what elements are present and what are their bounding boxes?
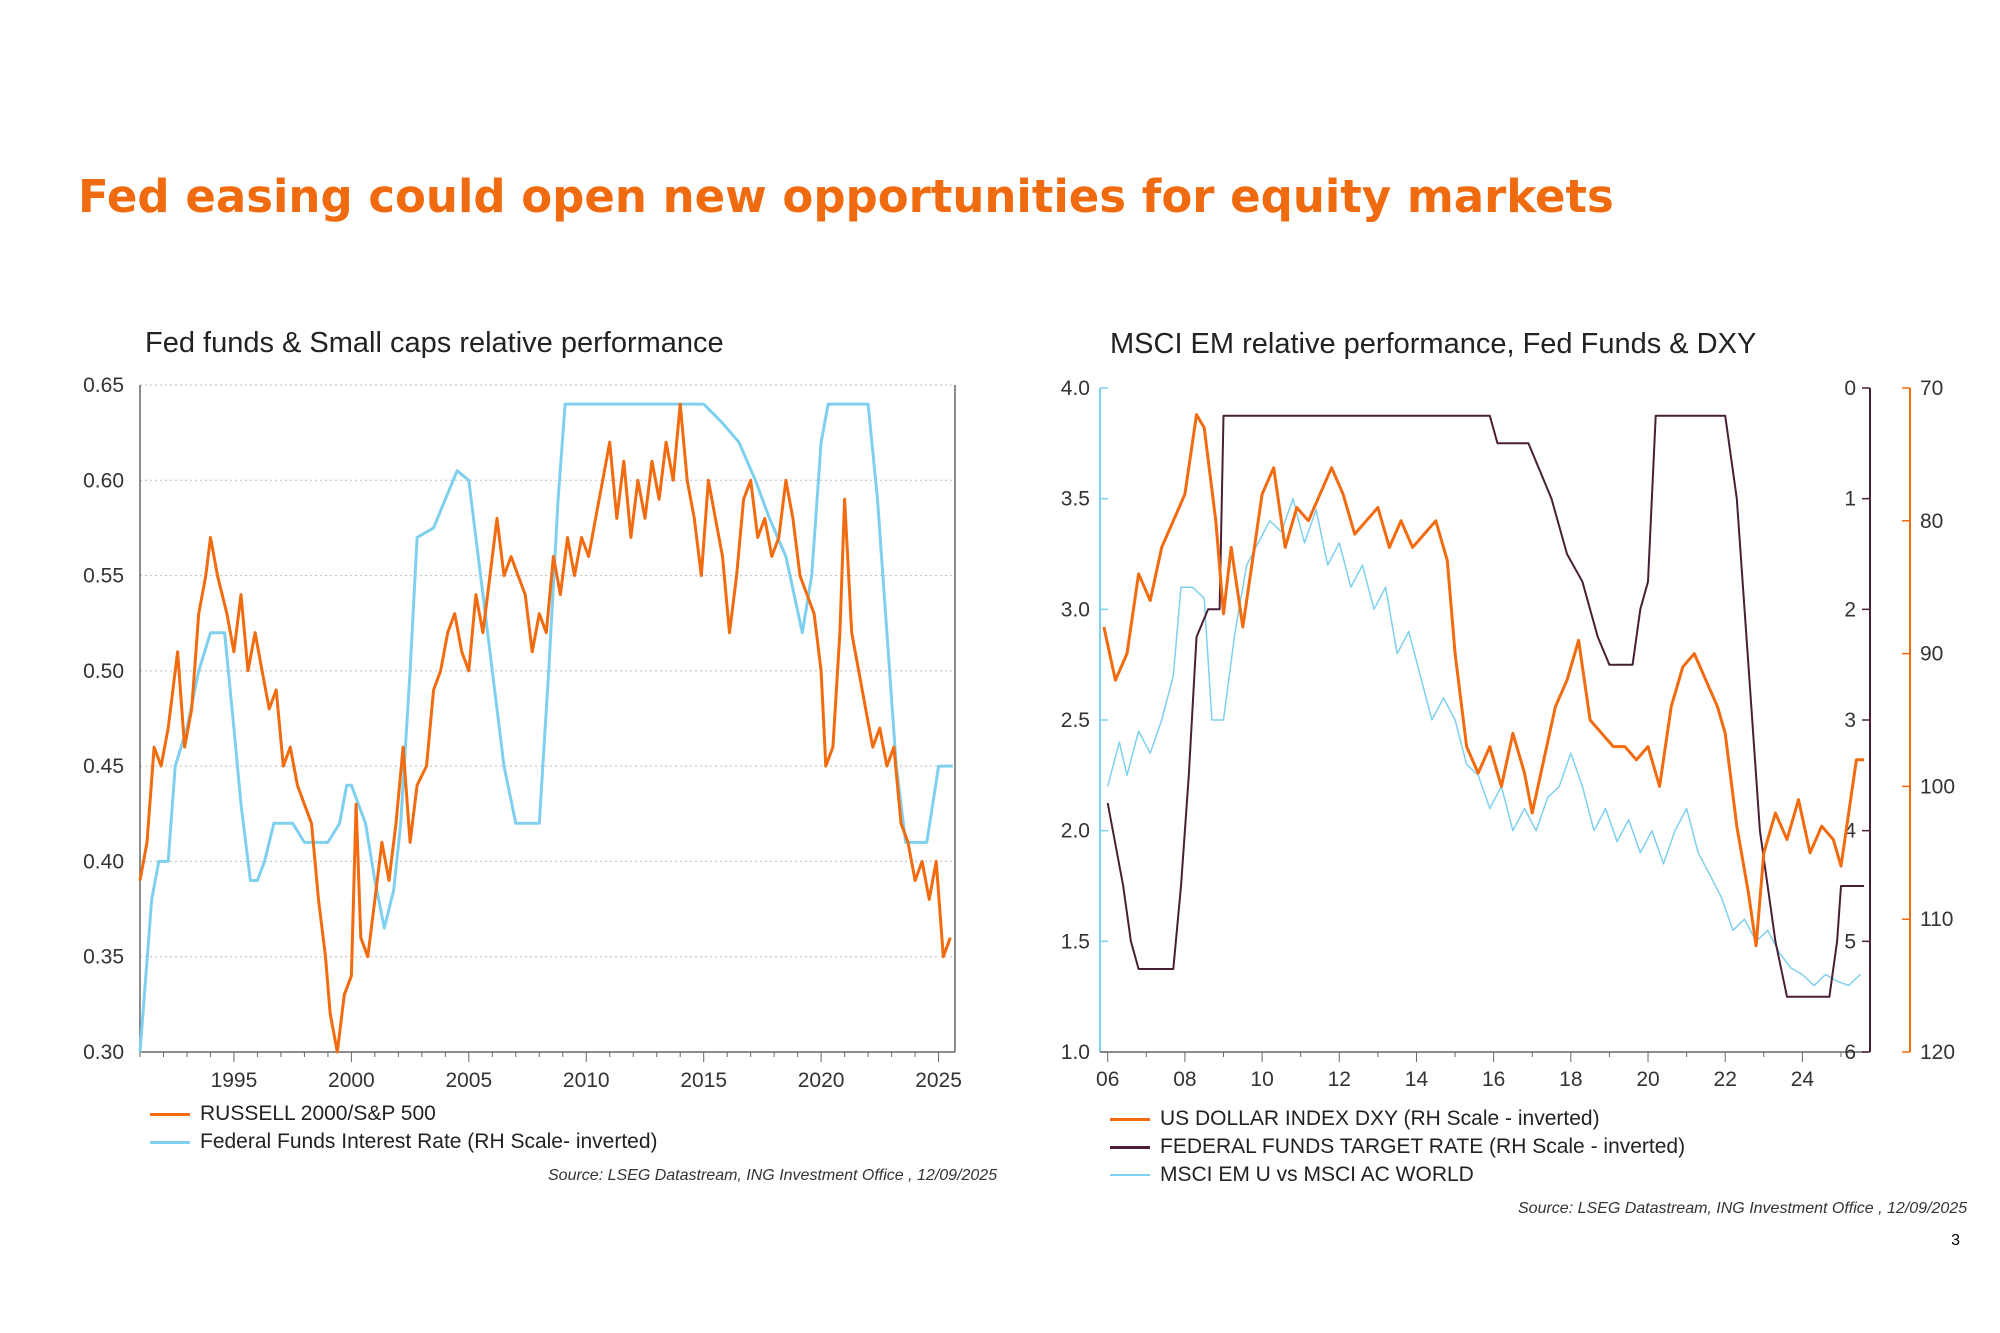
legend-label-fed-target: FEDERAL FUNDS TARGET RATE (RH Scale - in… <box>1160 1135 1686 1158</box>
y-tick-label-right1-chart2-6: 6 <box>1844 1041 1856 1064</box>
y-tick-label-right2-chart2-5: 120 <box>1920 1041 1955 1064</box>
x-tick-label-chart2-3: 12 <box>1328 1068 1351 1091</box>
legend-swatch-fed-target <box>1110 1145 1150 1149</box>
y-tick-label-left-chart2-4: 3.0 <box>1061 598 1090 621</box>
legend-right: US DOLLAR INDEX DXY (RH Scale - inverted… <box>1110 1105 1685 1189</box>
y-tick-label-left-chart2-2: 2.0 <box>1061 820 1090 843</box>
y-tick-label-right2-chart2-0: 70 <box>1920 377 1943 400</box>
legend-swatch-dxy <box>1110 1117 1150 1121</box>
x-tick-label-chart1-5: 2020 <box>798 1069 845 1092</box>
y-tick-label-left-0: 0.30 <box>83 1041 124 1064</box>
y-tick-label-left-chart2-5: 3.5 <box>1061 488 1090 511</box>
y-tick-label-left-chart2-1: 1.5 <box>1061 930 1090 953</box>
source-note-right: Source: LSEG Datastream, ING Investment … <box>1518 1200 1968 1217</box>
x-tick-label-chart1-2: 2005 <box>445 1069 492 1092</box>
y-tick-label-left-3: 0.45 <box>83 755 124 778</box>
y-tick-label-left-4: 0.50 <box>83 660 124 683</box>
legend-label-russell: RUSSELL 2000/S&P 500 <box>200 1102 436 1125</box>
series-line-chart2-1 <box>1106 414 1865 998</box>
chart-title-right: MSCI EM relative performance, Fed Funds … <box>1110 328 1757 360</box>
y-tick-label-right2-chart2-4: 110 <box>1920 908 1953 931</box>
legend-swatch-msci-em <box>1110 1174 1150 1176</box>
legend-left: RUSSELL 2000/S&P 500 Federal Funds Inter… <box>150 1100 658 1156</box>
x-tick-label-chart1-6: 2025 <box>915 1069 962 1092</box>
y-tick-label-right2-chart2-3: 100 <box>1920 775 1955 798</box>
x-tick-label-chart2-0: 06 <box>1096 1068 1119 1091</box>
x-tick-label-chart2-2: 10 <box>1250 1068 1273 1091</box>
x-tick-label-chart2-4: 14 <box>1405 1068 1429 1091</box>
legend-item-russell: RUSSELL 2000/S&P 500 <box>150 1100 658 1128</box>
chart-title-left: Fed funds & Small caps relative performa… <box>145 327 724 359</box>
x-tick-label-chart2-6: 18 <box>1559 1068 1582 1091</box>
legend-item-fed-funds: Federal Funds Interest Rate (RH Scale- i… <box>150 1128 658 1156</box>
legend-item-fed-target: FEDERAL FUNDS TARGET RATE (RH Scale - in… <box>1110 1133 1685 1161</box>
y-tick-label-left-1: 0.35 <box>83 946 124 969</box>
x-tick-label-chart2-1: 08 <box>1173 1068 1196 1091</box>
page-number: 3 <box>1951 1232 1960 1249</box>
slide-title: Fed easing could open new opportunities … <box>78 170 1614 223</box>
x-tick-label-chart2-5: 16 <box>1482 1068 1505 1091</box>
x-tick-label-chart1-1: 2000 <box>328 1069 375 1092</box>
y-tick-label-right1-chart2-5: 5 <box>1844 930 1856 953</box>
legend-label-fed-funds: Federal Funds Interest Rate (RH Scale- i… <box>200 1130 658 1153</box>
legend-swatch-fed-funds <box>150 1140 190 1144</box>
y-tick-label-right1-chart2-1: 1 <box>1844 488 1856 511</box>
x-tick-label-chart2-8: 22 <box>1714 1068 1737 1091</box>
y-tick-label-left-6: 0.60 <box>83 469 124 492</box>
legend-item-dxy: US DOLLAR INDEX DXY (RH Scale - inverted… <box>1110 1105 1685 1133</box>
y-tick-label-left-7: 0.65 <box>83 374 124 397</box>
x-tick-label-chart2-7: 20 <box>1636 1068 1659 1091</box>
x-tick-label-chart1-3: 2010 <box>563 1069 610 1092</box>
y-tick-label-left-chart2-6: 4.0 <box>1061 377 1090 400</box>
y-tick-label-right1-chart2-2: 2 <box>1844 598 1856 621</box>
y-tick-label-left-chart2-0: 1.0 <box>1061 1041 1090 1064</box>
legend-label-dxy: US DOLLAR INDEX DXY (RH Scale - inverted… <box>1160 1107 1600 1130</box>
y-tick-label-right2-chart2-2: 90 <box>1920 643 1943 666</box>
series-line-chart2-2 <box>1106 497 1861 987</box>
x-tick-label-chart1-0: 1995 <box>211 1069 258 1092</box>
series-line-chart2-0 <box>1102 413 1865 948</box>
legend-item-msci-em: MSCI EM U vs MSCI AC WORLD <box>1110 1161 1685 1189</box>
legend-swatch-russell <box>150 1112 190 1116</box>
x-tick-label-chart1-4: 2015 <box>680 1069 727 1092</box>
y-tick-label-right1-chart2-0: 0 <box>1844 377 1856 400</box>
y-tick-label-right2-chart2-1: 80 <box>1920 510 1943 533</box>
series-line-chart1-1 <box>138 402 953 1053</box>
source-note-left: Source: LSEG Datastream, ING Investment … <box>548 1167 998 1184</box>
x-tick-label-chart2-9: 24 <box>1791 1068 1815 1091</box>
legend-label-msci-em: MSCI EM U vs MSCI AC WORLD <box>1160 1163 1474 1186</box>
y-tick-label-left-chart2-3: 2.5 <box>1061 709 1090 732</box>
y-tick-label-left-5: 0.55 <box>83 565 124 588</box>
y-tick-label-right1-chart2-3: 3 <box>1844 709 1856 732</box>
series-line-chart1-0 <box>138 402 952 1054</box>
y-tick-label-left-2: 0.40 <box>83 850 124 873</box>
